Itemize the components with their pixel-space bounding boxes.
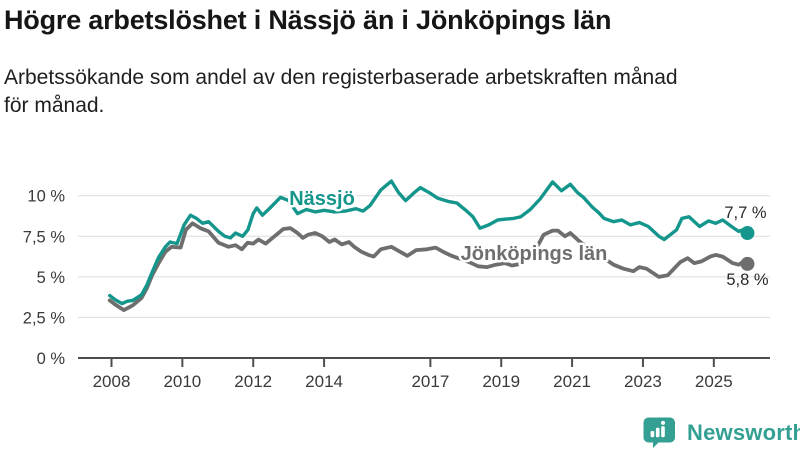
x-axis-label-2025: 2025	[695, 372, 733, 391]
logo-exclamation-dot	[661, 420, 665, 425]
x-axis-label-2012: 2012	[234, 372, 272, 391]
y-axis-label-5: 5 %	[37, 269, 66, 287]
series-end-dot-1	[740, 256, 755, 271]
series-end-value-1: 5,8 %	[726, 271, 769, 289]
brand-name: Newsworthy	[687, 419, 800, 445]
series-end-value-0: 7,7 %	[724, 204, 767, 222]
y-axis-label-10: 10 %	[27, 188, 65, 206]
chart-subtitle: Arbetssökande som andel av den registerb…	[4, 64, 796, 120]
newsworthy-logo[interactable]: Newsworthy	[643, 417, 800, 448]
series-line-1	[107, 221, 750, 313]
series-label-1: Jönköpings län	[461, 243, 608, 265]
x-axis-label-2014: 2014	[305, 372, 343, 391]
subtitle-line-1: Arbetssökande som andel av den registerb…	[4, 66, 678, 89]
newsworthy-speech-bubble-bar-chart-icon	[643, 417, 675, 448]
page-title: Högre arbetslöshet i Nässjö än i Jönköpi…	[4, 5, 612, 35]
x-axis-label-2023: 2023	[624, 372, 662, 391]
x-axis-label-2010: 2010	[163, 372, 201, 391]
series-label-0: Nässjö	[289, 188, 355, 210]
x-axis-label-2008: 2008	[93, 372, 131, 391]
x-axis-label-2021: 2021	[553, 372, 591, 391]
series-line-0	[107, 179, 750, 306]
x-axis-label-2019: 2019	[482, 372, 520, 391]
logo-bar-tall	[661, 426, 665, 438]
y-axis-label-0: 0 %	[37, 350, 66, 368]
subtitle-line-2: för månad.	[4, 94, 105, 117]
y-axis-label-2.5: 2,5 %	[23, 309, 66, 327]
x-axis-label-2017: 2017	[411, 372, 449, 391]
series-end-dot-0	[740, 226, 755, 241]
logo-bar-small	[650, 431, 655, 438]
y-axis-label-7.5: 7,5 %	[23, 228, 66, 246]
logo-bar-medium	[655, 427, 660, 438]
